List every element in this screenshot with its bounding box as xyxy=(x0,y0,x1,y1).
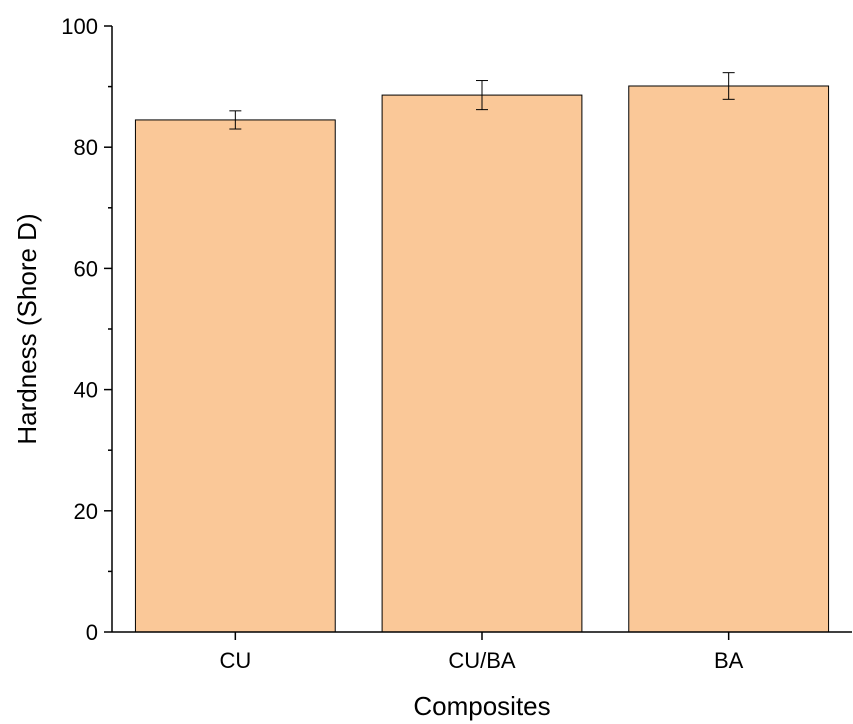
bar-cu xyxy=(134,119,336,633)
y-axis-title: Hardness (Shore D) xyxy=(12,213,42,444)
x-tick-label: CU xyxy=(219,648,251,673)
x-tick-label: CU/BA xyxy=(448,648,516,673)
y-tick-label: 80 xyxy=(74,135,98,160)
bar-cu-ba xyxy=(381,94,583,633)
y-ticks-group: 0 20 40 60 80 100 xyxy=(61,14,112,645)
x-axis-title: Composites xyxy=(413,691,550,721)
y-tick-label: 40 xyxy=(74,378,98,403)
y-tick-label: 0 xyxy=(86,620,98,645)
y-tick-label: 20 xyxy=(74,499,98,524)
bar-ba xyxy=(628,85,830,633)
x-tick-label: BA xyxy=(714,648,744,673)
bars-group xyxy=(134,85,830,633)
y-tick-label: 60 xyxy=(74,256,98,281)
x-ticks-group: CU CU/BA BA xyxy=(219,632,744,673)
y-tick-label: 100 xyxy=(61,14,98,39)
error-bars-group xyxy=(229,72,735,130)
